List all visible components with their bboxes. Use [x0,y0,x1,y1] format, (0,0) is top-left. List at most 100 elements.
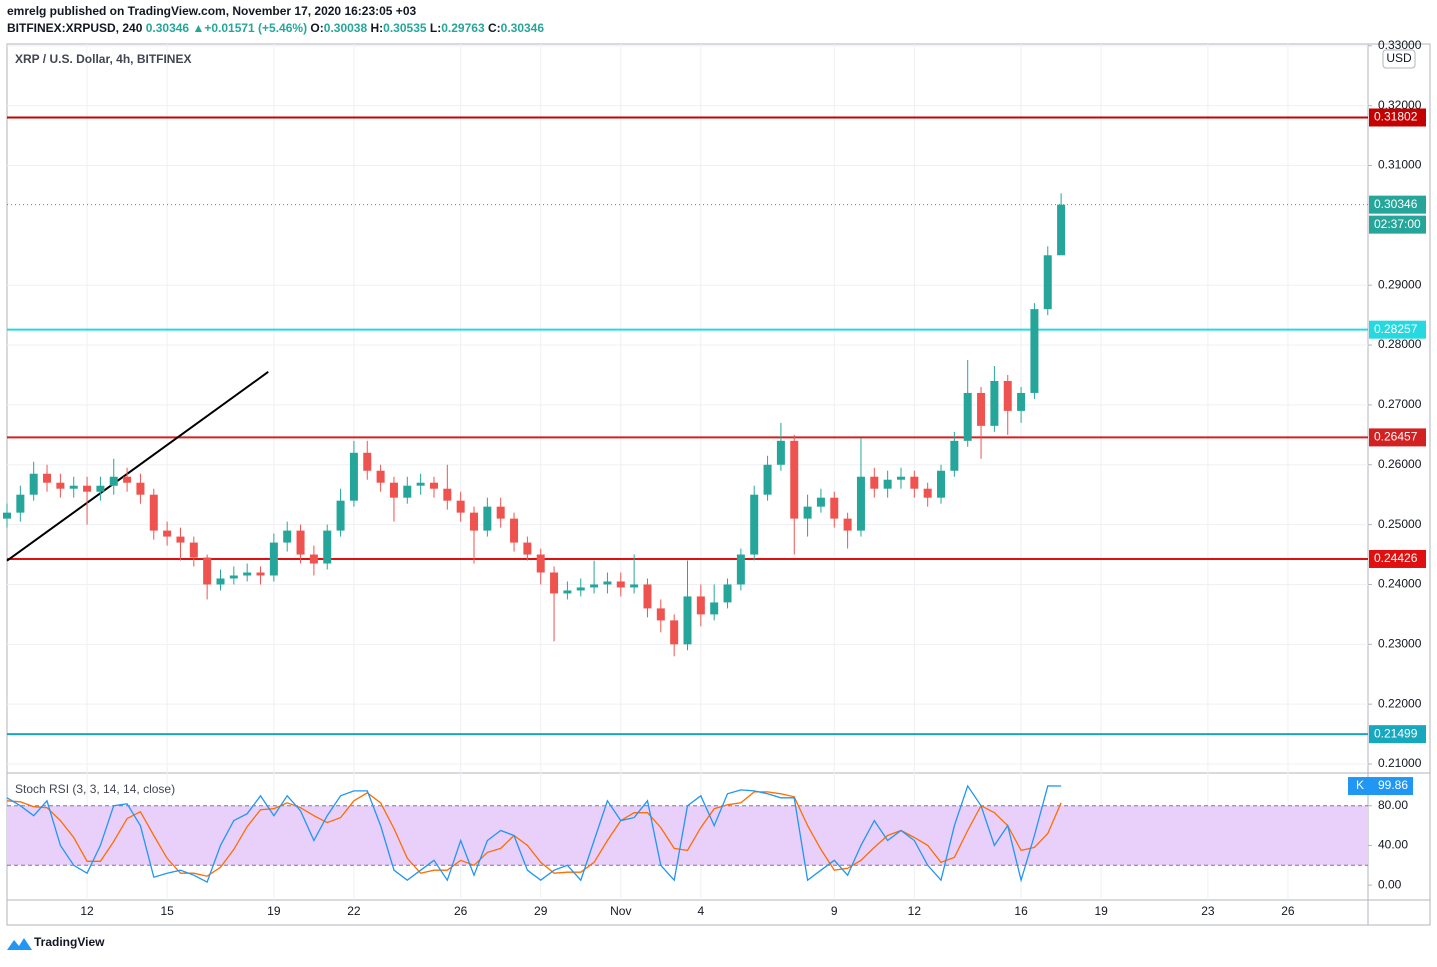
candle-body [510,518,519,543]
candle-body [443,488,452,501]
y-tick-label: 0.29000 [1378,277,1422,291]
y-tick-label: 0.26000 [1378,457,1422,471]
x-tick-label: 12 [80,904,94,918]
candle-body [176,536,185,543]
candle-body [29,473,38,495]
candle-body [416,482,425,486]
y-tick-label: 0.31000 [1378,158,1422,172]
candle-body [96,485,105,492]
x-tick-label: 9 [831,904,838,918]
countdown-box [1369,215,1426,234]
candle-body [363,452,372,471]
candle-body [670,620,679,645]
x-tick-label: 26 [1281,904,1295,918]
candle-body [603,581,612,585]
ohlc-value: 0.30535 [383,21,427,35]
level-label: 0.28257 [1374,322,1418,336]
y-tick-label: 0.28000 [1378,337,1422,351]
candle-body [830,497,839,519]
candle-body [843,518,852,531]
candle-body [403,485,412,498]
candle-body [790,440,799,519]
candle-body [376,470,385,483]
candle-body [590,584,599,588]
candle-body [43,473,52,483]
y-tick-label: 0.23000 [1378,636,1422,650]
candle-body [977,392,986,426]
y-tick-label: 0.00 [1378,877,1402,891]
candle-body [896,476,905,480]
level-box [1369,428,1426,447]
candle-body [710,602,719,615]
y-tick-label: 0.22000 [1378,696,1422,710]
x-tick-label: Nov [610,904,631,918]
x-tick-label: 15 [160,904,174,918]
candle-body [323,530,332,564]
candle-body [136,482,145,495]
candle-body [429,482,438,489]
x-tick-label: 12 [908,904,922,918]
candle-body [483,506,492,531]
footer: TradingView [34,935,105,949]
ohlc-value: 0.30346 [501,21,545,35]
x-tick-label: 29 [534,904,548,918]
candle-body [163,530,172,537]
candle-body [736,554,745,585]
published: emrelg published on TradingView.com, Nov… [7,4,416,18]
y-tick-label: 0.33000 [1378,38,1422,52]
candle-body [2,512,12,519]
y-tick-label: 40.00 [1378,838,1408,852]
candle-body [189,542,198,558]
symbol-legend: XRP / U.S. Dollar, 4h, BITFINEX [15,52,191,66]
candle-body [656,608,665,621]
candle-body [803,506,812,519]
candle-body [283,530,292,543]
candle-body [630,584,639,588]
level-label: 0.31802 [1374,110,1418,124]
candle-body [109,476,118,486]
candle-body [229,575,238,579]
k-value: 99.86 [1378,778,1408,792]
k-box [1348,777,1413,796]
k-name: K [1356,778,1364,792]
candle-body [1017,392,1026,411]
x-tick-label: 19 [267,904,281,918]
candle-body [750,494,759,555]
candle-body [349,452,358,501]
candle-body [550,572,559,594]
ohlc-key: H: [371,21,384,35]
candle-body [576,587,585,591]
candle-body [856,476,865,531]
level-box [1369,549,1426,568]
candle-body [216,578,225,585]
candle-body [83,485,92,492]
candle-body [336,500,345,531]
y-tick-label: 0.25000 [1378,517,1422,531]
y-tick-label: 0.21000 [1378,756,1422,770]
candle-body [923,488,932,498]
candle-body [123,476,132,483]
level-box [1369,108,1426,127]
candle-body [776,440,785,465]
frame [6,43,1431,926]
candle-body [763,464,772,495]
grid [7,44,1368,900]
candle-body [1003,380,1012,411]
level-box [1369,725,1426,744]
candle-body [149,494,158,531]
logo [7,938,32,950]
y-tick-label: 80.00 [1378,798,1408,812]
ohlc-value: 0.30038 [324,21,368,35]
last-price-label: 0.30346 [1374,197,1418,211]
candle-body [937,470,946,498]
candle-body [950,440,959,471]
last: 0.30346 [146,21,190,35]
last-price-box [1369,195,1426,214]
x-tick-label: 23 [1201,904,1215,918]
candle-body [269,542,278,576]
candle-body [616,581,625,588]
header-line: BITFINEX:XRPUSD, 240 0.30346 ▲+0.01571 (… [7,21,544,35]
ohlc-value: 0.29763 [441,21,485,35]
candle-body [56,482,65,489]
